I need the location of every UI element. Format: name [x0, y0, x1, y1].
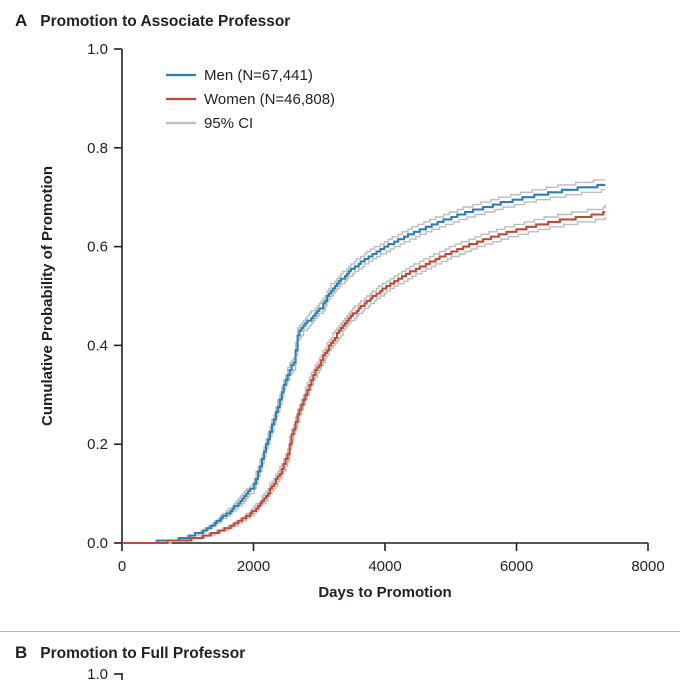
chart-generated-content: 0.0 0.2 0.4 0.6 0.8 1.0 0 2000 4000 6000 8000 Men (…: [87, 41, 665, 575]
y-tick-label: 0.4: [87, 337, 108, 354]
legend-label: 95% CI: [204, 115, 253, 132]
y-tick-label: 0.2: [87, 436, 108, 453]
panel-b-chart-partial: 1.0: [87, 666, 123, 680]
panel-a-chart: 0.0 0.2 0.4 0.6 0.8 1.0 0 2000 4000 6000 8000 Men (…: [39, 41, 665, 601]
x-tick-label: 2000: [237, 558, 270, 575]
panel-divider: [0, 631, 680, 632]
ci-band-line: [122, 217, 606, 544]
y-tick-label: 1.0: [87, 41, 108, 58]
panel-b-header: B Promotion to Full Professor: [0, 632, 680, 663]
y-axis-label: Cumulative Probability of Promotion: [39, 166, 56, 426]
ci-band-line: [122, 179, 606, 544]
series-line: [122, 210, 606, 545]
panel-b-letter: B: [15, 643, 28, 662]
ci-band-line: [122, 189, 606, 544]
y-tick-label: 0.0: [87, 535, 108, 552]
y-tick-label: 0.6: [87, 239, 108, 256]
panel-a-title: Promotion to Associate Professor: [40, 13, 291, 30]
panel-b-title: Promotion to Full Professor: [40, 645, 246, 662]
legend-label: Men (N=67,441): [204, 67, 313, 84]
ci-band-line: [122, 204, 606, 544]
panel-a-letter: A: [15, 11, 28, 30]
y-tick-label: 0.8: [87, 140, 108, 157]
legend-label: Women (N=46,808): [204, 91, 335, 108]
x-tick-label: 8000: [631, 558, 664, 575]
panel-a-header: A Promotion to Associate Professor: [0, 0, 680, 31]
series-line: [122, 183, 606, 545]
x-tick-label: 0: [118, 558, 126, 575]
x-tick-label: 4000: [368, 558, 401, 575]
x-axis-label: Days to Promotion: [318, 584, 451, 601]
x-tick-label: 6000: [500, 558, 533, 575]
panel-b-ytick-label: 1.0: [87, 666, 108, 680]
